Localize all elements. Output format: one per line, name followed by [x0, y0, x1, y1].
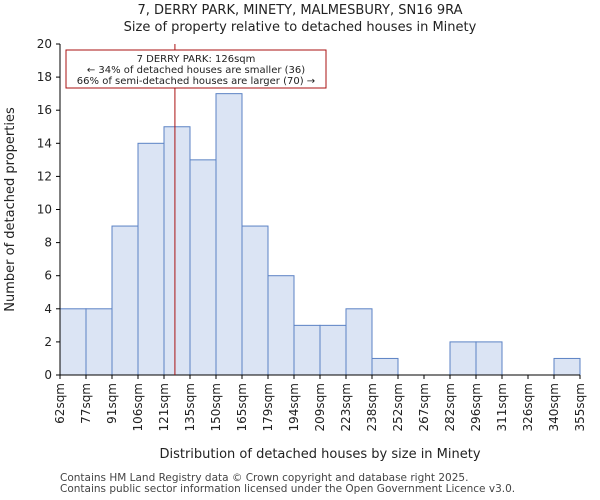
x-tick-label-209sqm: 209sqm — [313, 383, 327, 431]
y-tick-label-10: 10 — [37, 203, 52, 217]
x-axis-label: Distribution of detached houses by size … — [159, 447, 480, 462]
y-tick-label-0: 0 — [44, 368, 52, 382]
bar-238sqm — [371, 357, 399, 376]
bars-group — [59, 93, 581, 376]
y-tick-label-4: 4 — [44, 302, 52, 316]
x-tick-label-91sqm: 91sqm — [105, 383, 119, 424]
y-tick-label-6: 6 — [44, 269, 52, 283]
y-axis-label: Number of detached properties — [3, 107, 18, 312]
x-ticks-group: 62sqm 77sqm 91sqm 106sqm 121sqm 135sqm 150sqm 1… — [53, 375, 587, 431]
x-tick-label-106sqm: 106sqm — [131, 383, 145, 431]
bar-194sqm — [293, 324, 321, 376]
y-tick-label-18: 18 — [37, 70, 52, 84]
footer-line-2: Contains public sector information licen… — [60, 483, 516, 495]
y-tick-label-20: 20 — [37, 37, 52, 51]
footer: Contains HM Land Registry data © Crown c… — [60, 473, 515, 495]
annotation-line-1: 7 DERRY PARK: 126sqm — [137, 54, 256, 65]
histogram-chart: 0 2 4 6 8 10 12 14 16 18 20 62sqm 77sqm 91sqm 106sqm 1… — [3, 37, 587, 462]
x-tick-label-62sqm: 62sqm — [53, 383, 67, 424]
bar-340sqm — [553, 357, 581, 376]
y-tick-label-12: 12 — [37, 169, 52, 183]
x-tick-label-267sqm: 267sqm — [417, 383, 431, 431]
x-tick-label-340sqm: 340sqm — [547, 383, 561, 431]
bar-121sqm — [163, 126, 191, 376]
x-tick-label-311sqm: 311sqm — [495, 383, 509, 431]
x-tick-label-296sqm: 296sqm — [469, 383, 483, 431]
bar-296sqm — [475, 341, 503, 376]
bar-62sqm — [59, 308, 87, 376]
bar-135sqm — [189, 159, 217, 376]
x-tick-label-179sqm: 179sqm — [261, 383, 275, 431]
x-tick-label-238sqm: 238sqm — [365, 383, 379, 431]
annotation-box — [65, 49, 327, 89]
x-tick-label-252sqm: 252sqm — [391, 383, 405, 431]
bar-106sqm — [137, 142, 165, 376]
x-tick-label-165sqm: 165sqm — [235, 383, 249, 431]
bar-77sqm — [85, 308, 113, 376]
y-tick-label-14: 14 — [37, 136, 52, 150]
bar-179sqm — [267, 275, 295, 376]
x-tick-label-121sqm: 121sqm — [157, 383, 171, 431]
x-tick-label-282sqm: 282sqm — [443, 383, 457, 431]
x-tick-label-77sqm: 77sqm — [79, 383, 93, 424]
y-tick-label-8: 8 — [44, 236, 52, 250]
bar-165sqm — [241, 225, 269, 376]
bar-282sqm — [449, 341, 477, 376]
y-ticks-group: 0 2 4 6 8 10 12 14 16 18 20 — [37, 37, 60, 382]
bar-150sqm — [215, 93, 243, 376]
x-tick-label-326sqm: 326sqm — [521, 383, 535, 431]
annotation-line-2: ← 34% of detached houses are smaller (36… — [87, 65, 305, 76]
y-tick-label-2: 2 — [44, 335, 52, 349]
title-line-2: Size of property relative to detached ho… — [123, 20, 477, 35]
title-line-1: 7, DERRY PARK, MINETY, MALMESBURY, SN16 … — [137, 3, 463, 18]
x-tick-label-135sqm: 135sqm — [183, 383, 197, 431]
x-tick-label-194sqm: 194sqm — [287, 383, 301, 431]
footer-line-1: Contains HM Land Registry data © Crown c… — [60, 472, 469, 484]
bar-91sqm — [111, 225, 139, 376]
x-tick-label-223sqm: 223sqm — [339, 383, 353, 431]
x-tick-label-150sqm: 150sqm — [209, 383, 223, 431]
chart-title: 7, DERRY PARK, MINETY, MALMESBURY, SN16 … — [0, 2, 600, 36]
y-tick-label-16: 16 — [37, 103, 52, 117]
annotation-line-3: 66% of semi-detached houses are larger (… — [77, 76, 315, 87]
bar-223sqm — [345, 308, 373, 376]
x-tick-label-355sqm: 355sqm — [573, 383, 587, 431]
bar-209sqm — [319, 324, 347, 376]
